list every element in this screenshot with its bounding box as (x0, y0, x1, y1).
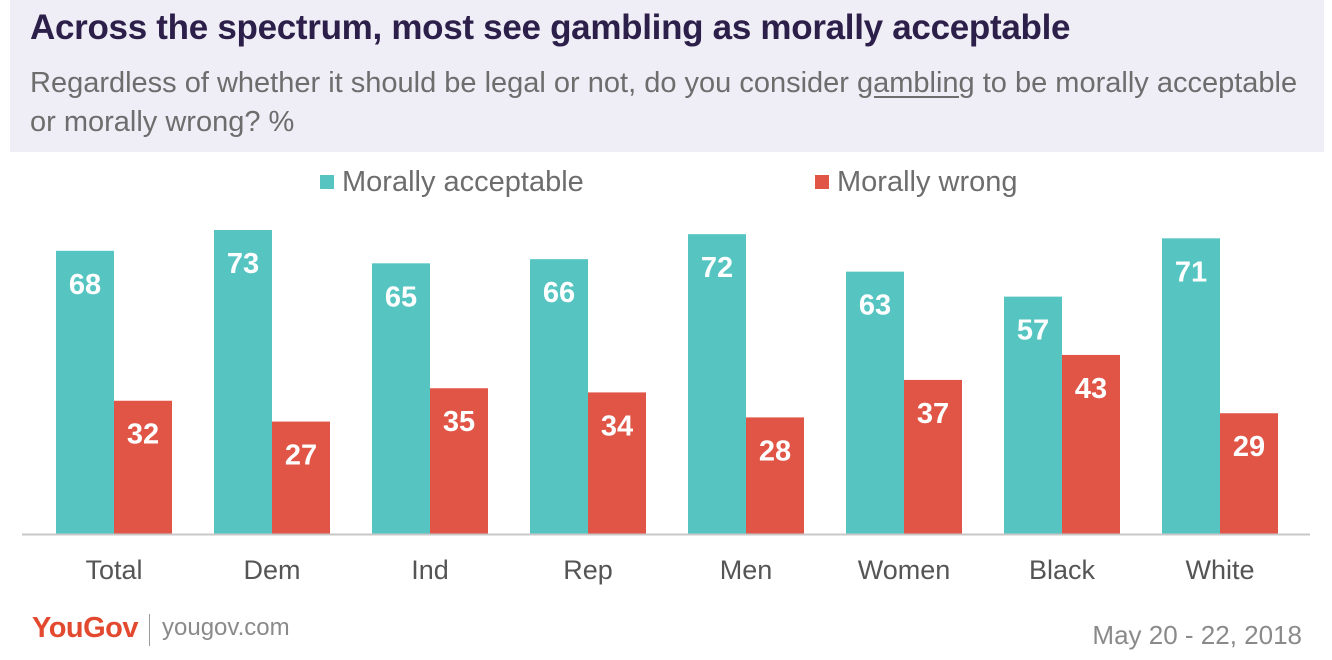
bar-acceptable-black (1004, 296, 1062, 534)
legend-swatch-acceptable (320, 175, 334, 189)
legend-swatch-wrong (815, 175, 829, 189)
subtitle-text-end: to be morally acceptable or morally wron… (30, 67, 1298, 138)
bar-acceptable-ind (372, 263, 430, 534)
chart-subtitle: Regardless of whether it should be legal… (30, 64, 1310, 142)
bar-acceptable-dem (214, 230, 272, 534)
data-label-acceptable-rep: 66 (543, 277, 575, 309)
category-label-rep: Rep (563, 555, 613, 585)
category-label-dem: Dem (243, 555, 300, 585)
data-label-acceptable-total: 68 (69, 269, 101, 301)
header-panel: Across the spectrum, most see gambling a… (10, 0, 1324, 152)
bar-wrong-dem (272, 421, 330, 534)
category-label-men: Men (720, 555, 773, 585)
data-label-wrong-women: 37 (917, 398, 949, 430)
category-label-black: Black (1029, 555, 1096, 585)
bar-acceptable-total (56, 250, 114, 535)
bar-wrong-men (746, 417, 804, 534)
data-label-acceptable-ind: 65 (385, 281, 417, 313)
data-label-wrong-rep: 34 (601, 410, 633, 442)
footer-site: yougov.com (162, 614, 290, 641)
data-label-wrong-ind: 35 (443, 406, 475, 438)
data-label-acceptable-black: 57 (1017, 315, 1049, 347)
data-label-acceptable-dem: 73 (227, 248, 259, 280)
category-label-women: Women (858, 555, 951, 585)
legend-item-wrong: Morally wrong (815, 166, 1018, 199)
bar-wrong-total (114, 400, 172, 534)
footer-divider (149, 614, 150, 646)
bar-acceptable-white (1162, 238, 1220, 534)
subtitle-text-start: Regardless of whether it should be legal… (30, 67, 857, 99)
bar-wrong-women (904, 379, 962, 534)
category-label-white: White (1185, 555, 1254, 585)
data-label-wrong-black: 43 (1075, 373, 1107, 405)
bar-wrong-black (1062, 354, 1120, 534)
chart-title: Across the spectrum, most see gambling a… (30, 8, 1071, 47)
bar-acceptable-men (688, 234, 746, 535)
category-label-ind: Ind (411, 555, 449, 585)
category-label-total: Total (85, 555, 142, 585)
data-label-wrong-men: 28 (759, 435, 791, 467)
legend-label-acceptable: Morally acceptable (342, 165, 584, 198)
data-label-wrong-white: 29 (1233, 431, 1265, 463)
subtitle-underlined-term: gambling (857, 67, 975, 99)
data-label-wrong-dem: 27 (285, 440, 317, 472)
data-label-acceptable-white: 71 (1175, 256, 1207, 288)
bar-wrong-ind (430, 388, 488, 534)
data-label-acceptable-women: 63 (859, 290, 891, 322)
bar-wrong-white (1220, 413, 1278, 534)
survey-date: May 20 - 22, 2018 (1092, 620, 1302, 650)
yougov-logo: YouGov (32, 612, 139, 644)
data-label-acceptable-men: 72 (701, 252, 733, 284)
bar-chart: 68 32 Total 73 27 Dem 65 35 Ind 66 34 Rep 72 28 Men 63 3… (22, 230, 1310, 585)
legend-item-acceptable: Morally acceptable (320, 166, 584, 199)
bar-acceptable-women (846, 271, 904, 534)
legend-label-wrong: Morally wrong (837, 165, 1018, 198)
data-label-wrong-total: 32 (127, 419, 159, 451)
bar-wrong-rep (588, 392, 646, 534)
bar-acceptable-rep (530, 259, 588, 534)
